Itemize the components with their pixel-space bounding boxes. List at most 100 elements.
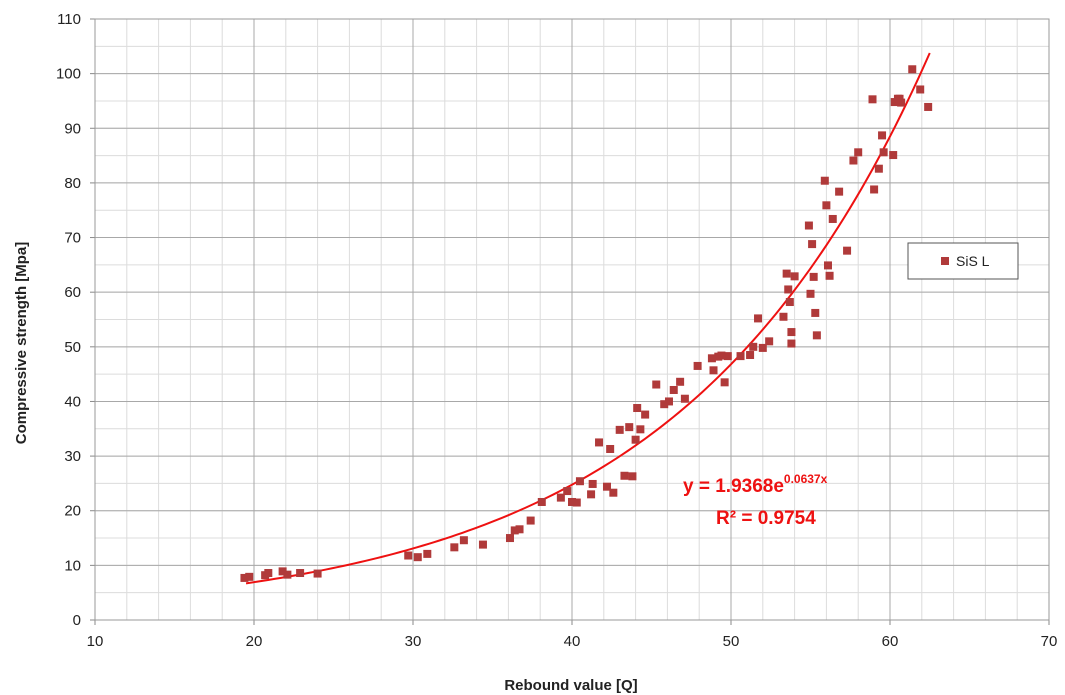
plot-area-frame bbox=[94, 18, 1050, 621]
x-tick-label: 30 bbox=[405, 633, 422, 650]
data-point bbox=[843, 246, 852, 255]
data-point bbox=[723, 352, 732, 361]
data-point bbox=[628, 472, 637, 481]
data-point bbox=[510, 526, 519, 535]
data-point bbox=[749, 342, 758, 351]
data-point bbox=[785, 298, 794, 307]
data-point bbox=[804, 221, 813, 230]
equation-main: y = 1.9368e bbox=[683, 476, 784, 497]
x-tick-label: 10 bbox=[87, 633, 104, 650]
legend-box bbox=[907, 242, 1019, 280]
data-point bbox=[240, 573, 249, 582]
data-point bbox=[572, 498, 581, 507]
data-point bbox=[879, 148, 888, 157]
data-point bbox=[812, 331, 821, 340]
data-point bbox=[652, 380, 661, 389]
exponential-trendline bbox=[245, 52, 931, 585]
data-point bbox=[620, 471, 629, 480]
data-point bbox=[664, 397, 673, 406]
data-point bbox=[811, 308, 820, 317]
data-point bbox=[505, 534, 514, 543]
data-point bbox=[746, 351, 755, 360]
y-tick-label: 0 bbox=[73, 612, 81, 629]
x-tick-label: 70 bbox=[1041, 633, 1058, 650]
legend: SiS L bbox=[907, 242, 1019, 280]
data-point bbox=[924, 102, 933, 111]
y-tick-label: 60 bbox=[64, 284, 81, 301]
data-point bbox=[835, 187, 844, 196]
x-tick-label: 40 bbox=[564, 633, 581, 650]
data-point bbox=[868, 95, 877, 104]
data-point bbox=[313, 569, 322, 578]
data-point bbox=[779, 312, 788, 321]
legend-marker bbox=[941, 257, 949, 265]
data-point bbox=[828, 214, 837, 223]
data-point bbox=[758, 343, 767, 352]
data-point bbox=[537, 497, 546, 506]
data-point bbox=[808, 240, 817, 249]
y-axis-label: Compressive strength [Mpa] bbox=[13, 242, 30, 445]
data-points bbox=[240, 65, 933, 582]
data-point bbox=[587, 490, 596, 499]
x-tick-label: 50 bbox=[723, 633, 740, 650]
data-point bbox=[526, 516, 535, 525]
data-point bbox=[822, 201, 831, 210]
data-point bbox=[245, 572, 254, 581]
y-tick-label: 40 bbox=[64, 393, 81, 410]
data-point bbox=[916, 85, 925, 94]
data-point bbox=[478, 540, 487, 549]
data-point bbox=[784, 285, 793, 294]
x-axis-label: Rebound value [Q] bbox=[504, 677, 637, 694]
data-point bbox=[633, 404, 642, 413]
x-axis-tick-labels: 10 20 30 40 50 60 70 bbox=[87, 633, 1058, 650]
data-point bbox=[283, 570, 292, 579]
data-point bbox=[908, 65, 917, 74]
legend-label: SiS L bbox=[956, 253, 990, 269]
data-point bbox=[823, 261, 832, 270]
data-point bbox=[631, 435, 640, 444]
data-point bbox=[602, 482, 611, 491]
data-point bbox=[782, 269, 791, 278]
y-tick-label: 20 bbox=[64, 503, 81, 520]
data-point bbox=[878, 131, 887, 140]
data-point bbox=[568, 497, 576, 506]
data-point bbox=[625, 423, 634, 432]
data-point bbox=[404, 551, 413, 560]
y-tick-label: 70 bbox=[64, 230, 81, 247]
data-point bbox=[676, 377, 685, 386]
y-tick-label: 90 bbox=[64, 120, 81, 137]
data-point bbox=[413, 553, 422, 562]
data-point bbox=[563, 487, 572, 496]
data-point bbox=[825, 271, 834, 280]
y-tick-label: 100 bbox=[56, 66, 81, 83]
y-tick-label: 10 bbox=[64, 557, 81, 574]
data-point bbox=[720, 378, 729, 387]
y-tick-label: 50 bbox=[64, 339, 81, 356]
data-point bbox=[680, 394, 689, 403]
data-point bbox=[707, 354, 716, 363]
data-point bbox=[849, 156, 858, 165]
x-tick-label: 20 bbox=[246, 633, 263, 650]
data-point bbox=[717, 351, 726, 360]
data-point bbox=[669, 385, 678, 394]
y-tick-label: 30 bbox=[64, 448, 81, 465]
trendline-equation: y = 1.9368e0.0637x bbox=[683, 472, 828, 497]
data-point bbox=[787, 339, 796, 348]
data-point bbox=[806, 289, 815, 298]
data-point bbox=[874, 164, 883, 173]
data-point bbox=[296, 569, 305, 578]
x-tick-label: 60 bbox=[882, 633, 899, 650]
data-point bbox=[459, 536, 468, 545]
data-point bbox=[820, 176, 829, 185]
data-point bbox=[641, 410, 650, 419]
data-point bbox=[854, 148, 863, 157]
data-point bbox=[606, 444, 615, 453]
data-point bbox=[660, 400, 669, 409]
data-point bbox=[809, 272, 818, 281]
data-point bbox=[515, 525, 524, 534]
r-squared-label: R² = 0.9754 bbox=[716, 508, 816, 529]
equation-exponent: 0.0637x bbox=[784, 472, 828, 486]
data-point bbox=[765, 337, 774, 346]
data-point bbox=[897, 98, 906, 107]
